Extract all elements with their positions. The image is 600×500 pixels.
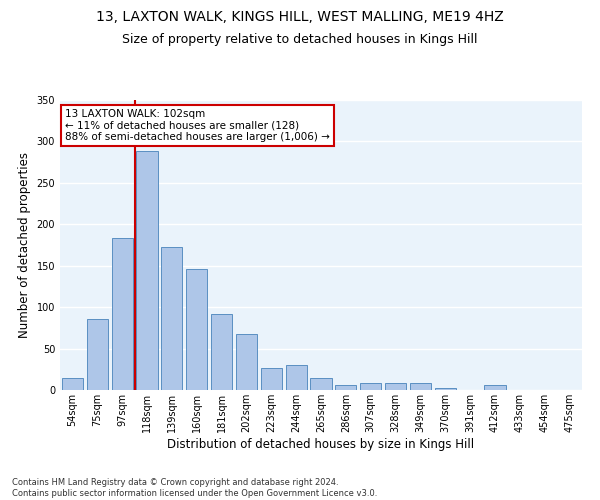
- Bar: [335, 385, 356, 390]
- Bar: [410, 382, 431, 390]
- Bar: [261, 368, 282, 390]
- Bar: [136, 152, 158, 390]
- Text: 13, LAXTON WALK, KINGS HILL, WEST MALLING, ME19 4HZ: 13, LAXTON WALK, KINGS HILL, WEST MALLIN…: [96, 10, 504, 24]
- Text: Size of property relative to detached houses in Kings Hill: Size of property relative to detached ho…: [122, 32, 478, 46]
- Bar: [87, 318, 108, 390]
- Y-axis label: Number of detached properties: Number of detached properties: [18, 152, 31, 338]
- Bar: [62, 378, 83, 390]
- Bar: [385, 384, 406, 390]
- Text: Contains HM Land Registry data © Crown copyright and database right 2024.
Contai: Contains HM Land Registry data © Crown c…: [12, 478, 377, 498]
- Bar: [112, 238, 133, 390]
- Bar: [484, 385, 506, 390]
- Bar: [161, 248, 182, 390]
- Text: 13 LAXTON WALK: 102sqm
← 11% of detached houses are smaller (128)
88% of semi-de: 13 LAXTON WALK: 102sqm ← 11% of detached…: [65, 108, 330, 142]
- Bar: [211, 314, 232, 390]
- Bar: [236, 334, 257, 390]
- Bar: [310, 378, 332, 390]
- Bar: [286, 365, 307, 390]
- Bar: [435, 388, 456, 390]
- X-axis label: Distribution of detached houses by size in Kings Hill: Distribution of detached houses by size …: [167, 438, 475, 450]
- Bar: [360, 384, 381, 390]
- Bar: [186, 269, 207, 390]
